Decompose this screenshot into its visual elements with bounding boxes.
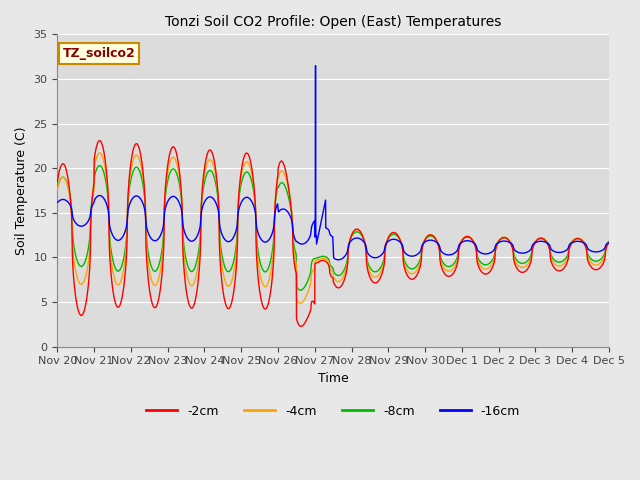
Title: Tonzi Soil CO2 Profile: Open (East) Temperatures: Tonzi Soil CO2 Profile: Open (East) Temp… bbox=[165, 15, 501, 29]
Legend: -2cm, -4cm, -8cm, -16cm: -2cm, -4cm, -8cm, -16cm bbox=[141, 400, 525, 423]
Text: TZ_soilco2: TZ_soilco2 bbox=[63, 47, 136, 60]
Y-axis label: Soil Temperature (C): Soil Temperature (C) bbox=[15, 126, 28, 255]
X-axis label: Time: Time bbox=[318, 372, 349, 385]
